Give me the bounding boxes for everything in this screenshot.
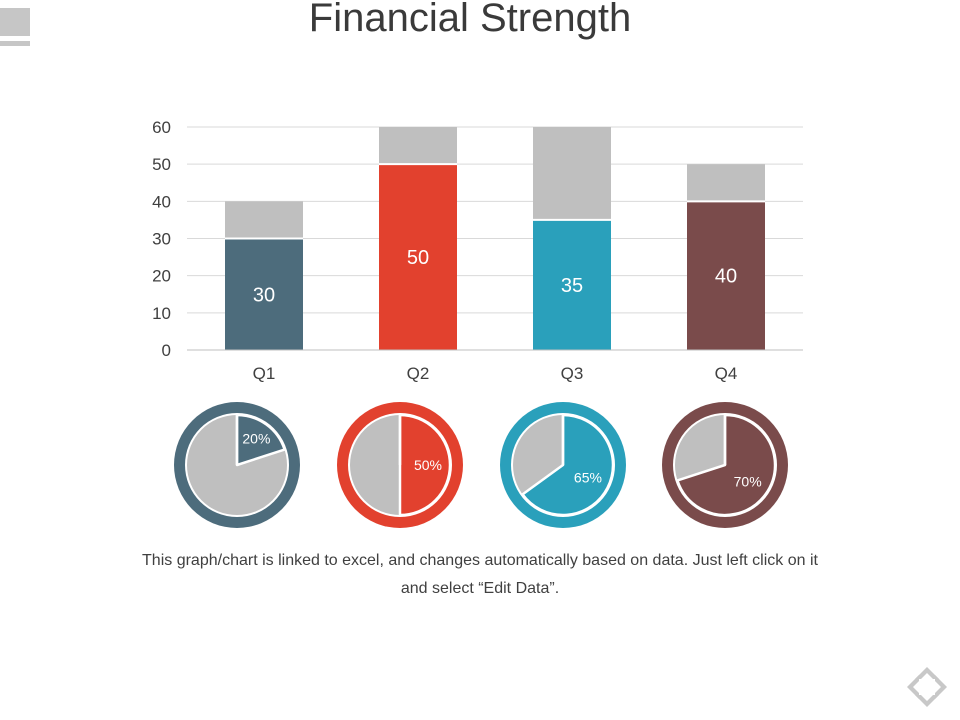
bar-segment-value [687,201,765,350]
pie-chart: 65% [500,402,626,528]
pie-chart: 50% [337,402,463,528]
bar-segment-remainder [225,201,303,239]
x-category-label: Q3 [561,364,584,383]
pie-data-label: 20% [242,430,270,446]
y-tick-label: 60 [152,118,171,137]
y-tick-label: 10 [152,304,171,323]
bar-segment-value [225,238,303,350]
pie-data-label: 65% [574,470,602,486]
stacked-bar-chart: 0 10 20 30 40 50 60 30 Q1 50 Q2 35 Q3 40 Q4 [152,118,803,383]
x-category-label: Q2 [407,364,430,383]
corner-line [0,41,30,46]
chart-caption: This graph/chart is linked to excel, and… [142,552,818,597]
y-tick-label: 30 [152,230,171,249]
pie-slice-value [235,413,286,467]
pie-data-label: 50% [414,457,442,473]
bar-data-label: 50 [407,247,429,269]
navigation-diamond-icon[interactable] [905,665,949,709]
bar-data-label: 40 [715,266,737,288]
bar-segment-remainder [687,164,765,202]
slide-corner-decoration [0,8,30,46]
pie-slice-value [521,413,615,517]
bar-segment-remainder [379,127,457,165]
x-category-label: Q4 [715,364,738,383]
y-tick-label: 40 [152,192,171,211]
bar-segment-value [533,219,611,350]
pie-chart: 20% [174,402,300,528]
x-category-label: Q1 [253,364,276,383]
pie-slice-value [398,413,452,517]
bar-data-label: 30 [253,284,275,306]
corner-square [0,8,30,36]
y-tick-label: 50 [152,155,171,174]
y-tick-label: 0 [162,341,171,360]
bar-segment-value [379,164,457,350]
bar-data-label: 35 [561,275,583,297]
y-tick-label: 20 [152,267,171,286]
pie-chart: 70% [662,402,788,528]
page-title: Financial Strength [308,0,632,40]
pie-data-label: 70% [734,473,762,489]
pie-chart-row: 20% 50% 65% 70% [174,402,788,528]
bar-segment-remainder [533,127,611,220]
